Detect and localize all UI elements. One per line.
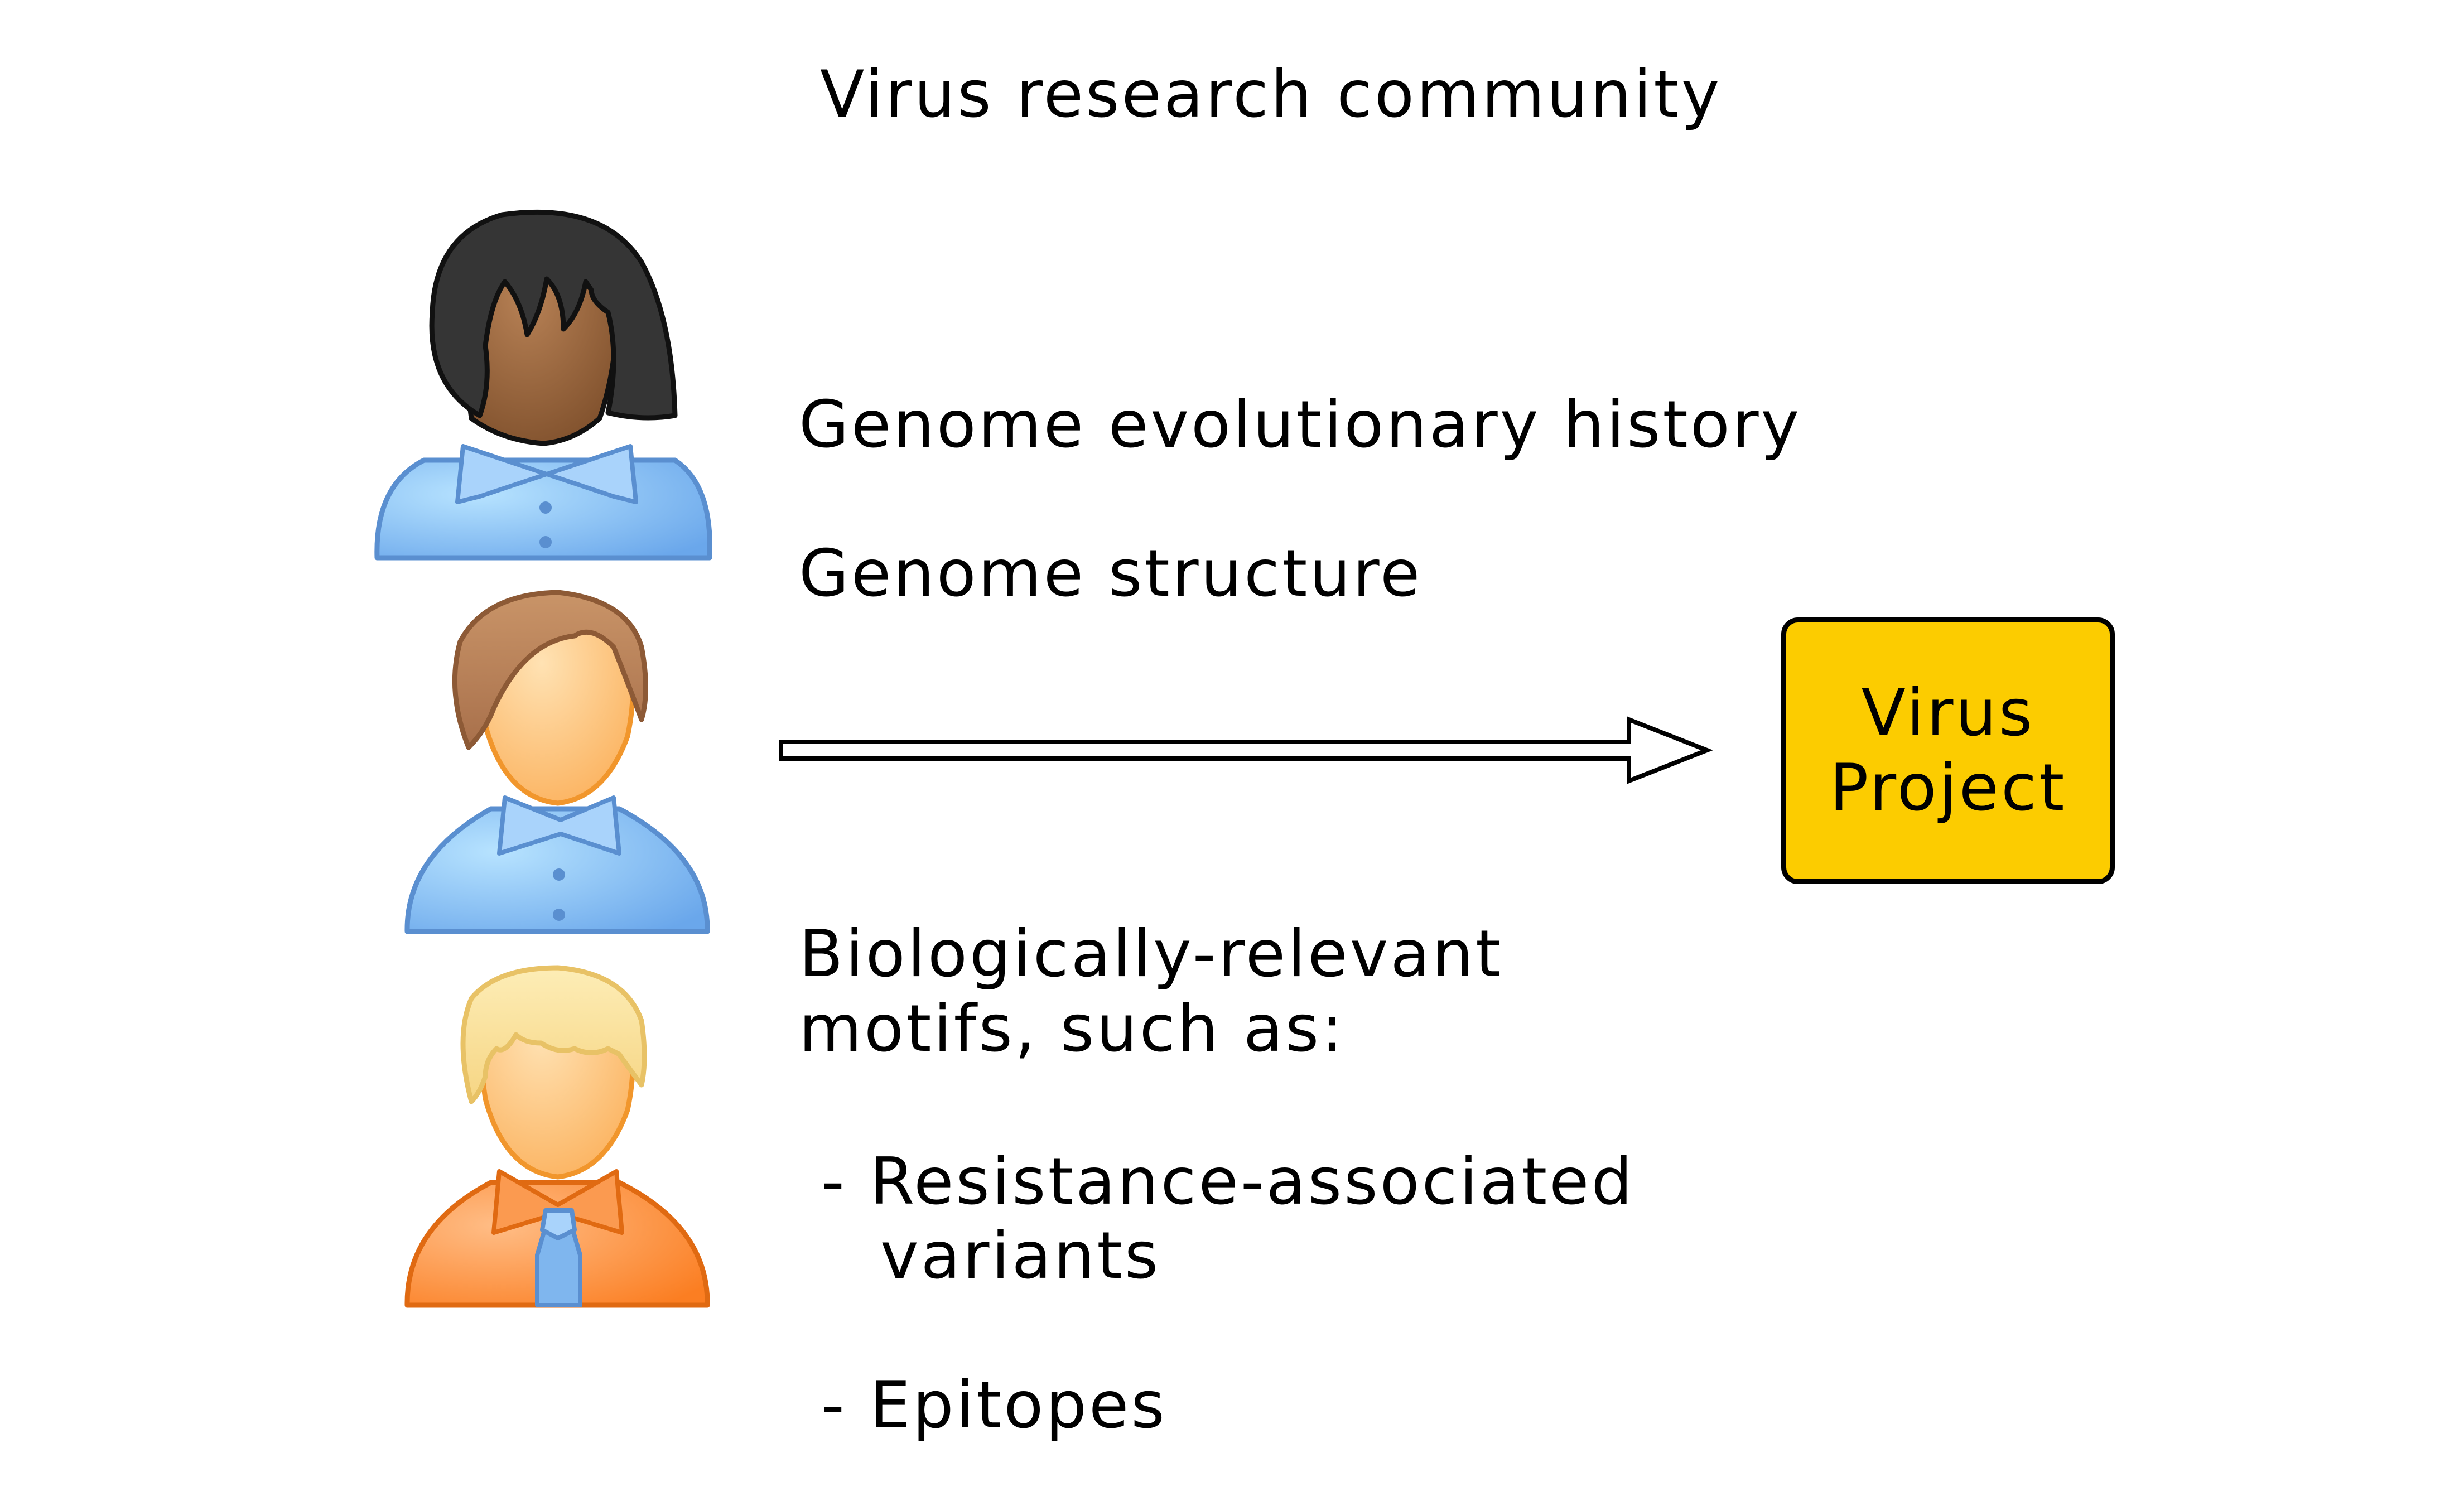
motif-epitopes: - Epitopes	[821, 1368, 1167, 1443]
virus-project-box: Virus Project	[1781, 617, 2115, 884]
contribution-genome-structure: Genome structure	[799, 536, 1423, 611]
man-blond-hair-tie-user-icon	[404, 965, 710, 1308]
contribution-genome-evolutionary-history: Genome evolutionary history	[799, 387, 1802, 462]
virus-project-label-line-2: Project	[1829, 750, 2067, 826]
woman-dark-hair-user-icon	[374, 209, 712, 561]
flow-arrow	[779, 716, 1713, 784]
man-brown-hair-user-icon	[404, 590, 710, 934]
contribution-motifs-line-2: motifs, such as:	[799, 991, 1346, 1066]
contribution-motifs-line-1: Biologically-relevant	[799, 916, 1503, 992]
motif-resistance-line-2: variants	[880, 1218, 1161, 1293]
diagram-title: Virus research community	[820, 57, 1722, 132]
motif-resistance-line-1: - Resistance-associated	[821, 1144, 1635, 1219]
virus-project-label-line-1: Virus	[1861, 675, 2035, 751]
